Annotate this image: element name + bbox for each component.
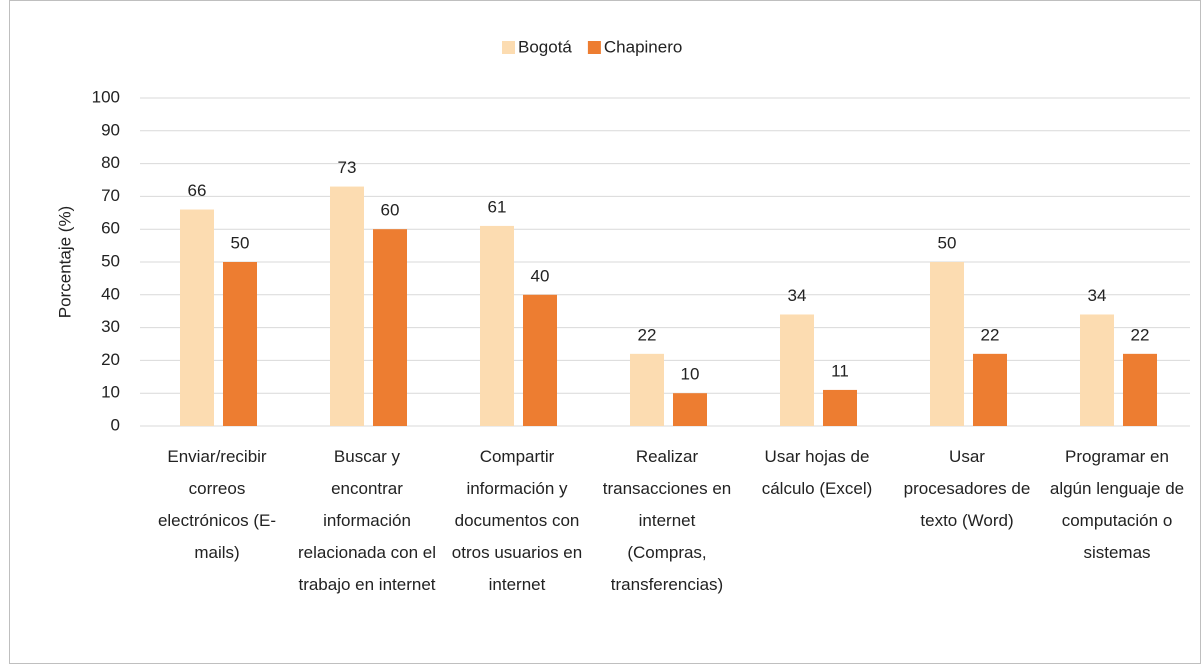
bar — [523, 294, 557, 426]
y-tick-label: 100 — [92, 87, 120, 106]
data-label: 34 — [1088, 286, 1107, 305]
data-label: 22 — [1131, 325, 1150, 344]
x-tick-label: Usar hojas de cálculo (Excel) — [761, 447, 873, 498]
bar — [823, 389, 857, 426]
x-tick-label: Realizar transacciones en internet (Comp… — [602, 447, 732, 594]
data-label: 50 — [231, 233, 250, 252]
bar — [673, 393, 707, 426]
y-tick-label: 70 — [101, 186, 120, 205]
y-tick-label: 0 — [111, 415, 120, 434]
bar — [330, 186, 364, 426]
y-tick-label: 20 — [101, 350, 120, 369]
data-label: 22 — [981, 325, 1000, 344]
x-tick-label: Programar en algún lenguaje de computaci… — [1049, 447, 1185, 562]
y-tick-label: 90 — [101, 120, 120, 139]
bar — [780, 314, 814, 426]
x-tick-label: Compartir información y documentos con o… — [451, 447, 583, 594]
x-tick-label: Usar procesadores de texto (Word) — [903, 447, 1031, 530]
y-tick-label: 50 — [101, 251, 120, 270]
data-label: 73 — [338, 158, 357, 177]
bar — [480, 225, 514, 426]
bar — [373, 229, 407, 426]
x-tick-label: Enviar/recibir correos electrónicos (E-m… — [157, 447, 277, 562]
data-label: 50 — [938, 233, 957, 252]
x-tick-label: Buscar y encontrar información relaciona… — [298, 447, 436, 594]
data-label: 66 — [188, 181, 207, 200]
data-label: 61 — [488, 197, 507, 216]
bar — [930, 262, 964, 426]
bar — [973, 353, 1007, 426]
data-label: 60 — [381, 201, 400, 220]
y-tick-label: 80 — [101, 153, 120, 172]
data-label: 34 — [788, 286, 807, 305]
bar — [180, 209, 214, 426]
legend-label: Bogotá — [518, 37, 572, 56]
data-label: 11 — [831, 361, 849, 380]
data-label: 40 — [531, 266, 550, 285]
y-tick-label: 30 — [101, 317, 120, 336]
legend-swatch — [502, 41, 515, 54]
bar — [630, 353, 664, 426]
y-tick-label: 10 — [101, 383, 120, 402]
bar — [1080, 314, 1114, 426]
y-axis-label: Porcentaje (%) — [55, 206, 74, 318]
y-tick-label: 60 — [101, 219, 120, 238]
data-label: 10 — [681, 365, 700, 384]
bar — [1123, 353, 1157, 426]
bar — [223, 262, 257, 426]
legend-label: Chapinero — [604, 37, 682, 56]
legend-swatch — [587, 41, 601, 54]
data-label: 22 — [638, 325, 657, 344]
y-tick-label: 40 — [101, 284, 120, 303]
